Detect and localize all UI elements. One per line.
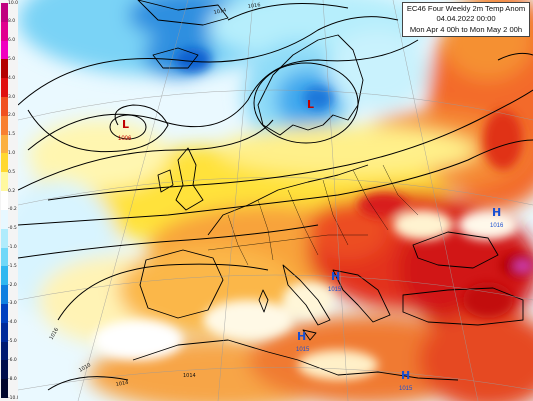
- color-scale-swatch: [1, 134, 8, 154]
- isobar-label: 1016: [49, 327, 61, 341]
- high-pressure-marker: H 1015: [328, 270, 342, 293]
- color-scale-swatch: [1, 78, 8, 98]
- title-box: EC46 Four Weekly 2m Temp Anom 04.04.2022…: [402, 2, 530, 37]
- color-scale-swatch: [1, 285, 8, 305]
- color-scale-swatch: [1, 209, 8, 230]
- color-scale-swatch: [1, 322, 8, 343]
- high-pressure-value: 1015: [328, 287, 342, 293]
- high-pressure-value: 1015: [296, 347, 310, 353]
- run-date: 04.04.2022 00:00: [436, 14, 496, 24]
- color-scale-swatch: [1, 21, 8, 42]
- color-scale-label: 4.0: [8, 75, 16, 81]
- isobar-labels: 1014 1016 1010 1014 1016 1014: [49, 2, 261, 388]
- color-scale-label: -4.0: [8, 320, 17, 326]
- isobar-label: 1016: [247, 2, 260, 10]
- color-scale-swatch: [1, 40, 8, 60]
- color-scale-label: 1.5: [8, 132, 16, 138]
- color-scale-label: -0.5: [8, 226, 17, 232]
- high-pressure-letter: H: [401, 369, 410, 382]
- high-pressure-letter: H: [297, 330, 306, 343]
- color-scale-label: 2.0: [8, 113, 16, 119]
- color-scale-label: 10.0: [8, 0, 19, 6]
- color-scale-swatch: [1, 191, 8, 211]
- color-scale-swatch: [1, 228, 8, 248]
- color-scale-label: 3.0: [8, 94, 16, 100]
- map-title: EC46 Four Weekly 2m Temp Anom: [406, 4, 526, 13]
- high-pressure-value: 1015: [399, 386, 413, 392]
- low-pressure-letter: L: [307, 98, 314, 111]
- color-scale-label: -5.0: [8, 339, 17, 345]
- color-scale-bar: 10.0 8.0 6.0 5.0 4.0 3.0 2.0 1.5 1.0 0.5 0.2 -0.2 -0…: [0, 0, 20, 401]
- color-scale-label: -3.0: [8, 301, 17, 307]
- color-scale-swatch: [1, 379, 8, 399]
- high-pressure-marker: H 1015: [296, 330, 310, 353]
- color-scale-swatch: [1, 360, 8, 380]
- color-scale-swatch: [1, 303, 8, 324]
- color-scale-swatch: [1, 97, 8, 117]
- valid-period: Mon Apr 4 00h to Mon May 2 00h: [409, 24, 523, 34]
- color-scale-label: 8.0: [8, 19, 16, 25]
- high-pressure-marker: H 1016: [490, 206, 504, 229]
- color-scale-swatch: [1, 59, 8, 79]
- pressure-markers: L 1006 L H 1016 H 1015 H 1015 H 1015: [118, 98, 504, 392]
- isobar-label: 1014: [183, 373, 196, 379]
- color-scale-label: -6.0: [8, 357, 17, 363]
- low-pressure-letter: L: [122, 118, 129, 131]
- high-pressure-marker: H 1015: [399, 369, 413, 392]
- country-borders: [207, 164, 419, 266]
- isobar-label: 1010: [78, 362, 92, 374]
- color-scale-label: 1.0: [8, 150, 16, 156]
- color-scale-label: 5.0: [8, 56, 16, 62]
- color-scale-label: 0.2: [8, 188, 16, 194]
- low-pressure-marker: L: [307, 98, 314, 111]
- temperature-anomaly-map: L 1006 L H 1016 H 1015 H 1015 H 1015: [18, 0, 533, 401]
- color-scale-swatch: [1, 172, 8, 192]
- color-scale-label: 0.5: [8, 169, 16, 175]
- high-pressure-value: 1016: [490, 223, 504, 229]
- color-scale-swatch: [1, 153, 8, 173]
- low-pressure-value: 1006: [118, 136, 132, 142]
- color-scale-label: -10.0: [8, 395, 20, 401]
- coastlines: [132, 0, 524, 381]
- color-scale-label: 6.0: [8, 38, 16, 44]
- color-scale-swatch: [1, 341, 8, 361]
- high-pressure-letter: H: [331, 270, 340, 283]
- color-scale-label: -0.2: [8, 207, 17, 213]
- color-scale-swatch: [1, 3, 8, 23]
- isobar-label: 1014: [115, 380, 129, 388]
- color-scale-label: -8.0: [8, 376, 17, 382]
- color-scale-label: -1.5: [8, 263, 17, 269]
- color-scale-swatch: [1, 247, 8, 267]
- low-pressure-marker: L 1006: [118, 118, 132, 142]
- color-scale-label: -2.0: [8, 282, 17, 288]
- isobars: [18, 3, 533, 391]
- color-scale-swatch: [1, 266, 8, 286]
- color-scale-label: -1.0: [8, 245, 17, 251]
- isobar-label: 1014: [213, 7, 227, 16]
- anomaly-detail-layer: [93, 48, 533, 380]
- color-scale-swatch: [1, 115, 8, 136]
- high-pressure-letter: H: [492, 206, 501, 219]
